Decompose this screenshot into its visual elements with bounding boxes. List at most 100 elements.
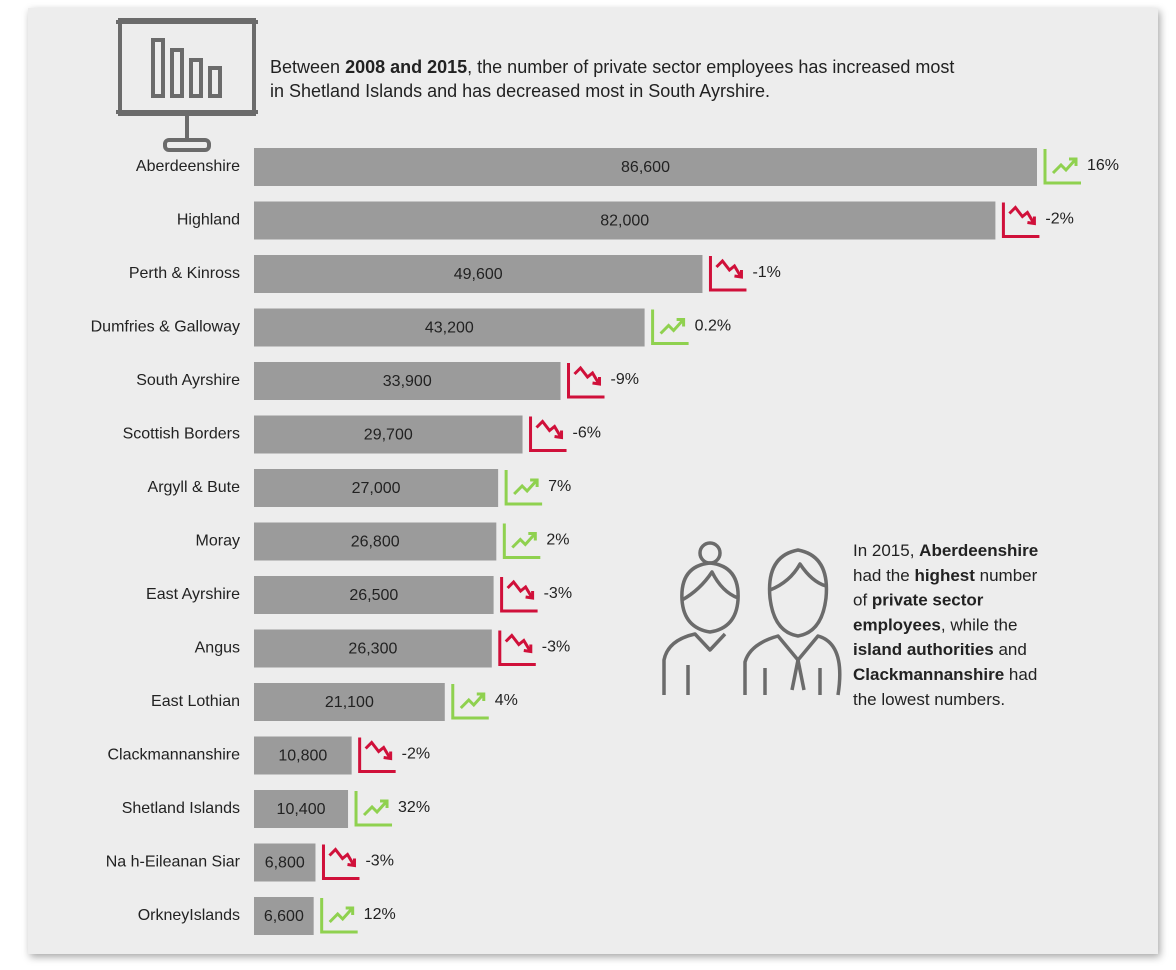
value-label: 26,800: [351, 534, 400, 551]
category-label: Dumfries & Galloway: [91, 319, 240, 336]
trend-axes: [529, 416, 567, 452]
change-label: -9%: [611, 371, 639, 388]
title-line: in Shetland Islands and has decreased mo…: [270, 81, 770, 101]
value-label: 6,600: [264, 908, 304, 925]
value-label: 10,400: [277, 801, 326, 818]
category-label: Moray: [196, 533, 240, 550]
bar: [254, 897, 314, 935]
value-label: 21,100: [325, 694, 374, 711]
trend-icon: [354, 791, 393, 827]
change-label: 2%: [546, 532, 569, 549]
trend-icon: [321, 844, 360, 880]
annotation-line-part: Clackmannanshire: [853, 665, 1004, 684]
change-label: 4%: [495, 692, 518, 709]
bar-chart: Aberdeenshire 86,600 16% Highland 82,000 -2% P…: [91, 148, 1119, 935]
annotation-line: employees, while the: [853, 616, 1017, 635]
trend-arrow: [525, 591, 535, 600]
annotation-line-part: , while the: [941, 616, 1018, 635]
trend-axes: [567, 363, 605, 399]
annotation-line-part: had the: [853, 566, 914, 585]
trend-arrow: [383, 751, 393, 761]
category-label: Clackmannanshire: [107, 747, 240, 764]
trend-arrow: [676, 318, 686, 327]
category-label: Na h-Eileanan Siar: [106, 854, 241, 871]
trend-arrow: [523, 644, 533, 654]
trend-line: [513, 479, 538, 496]
bar: [254, 790, 349, 828]
trend-line: [506, 579, 533, 598]
annotation-line-part: In 2015,: [853, 541, 919, 560]
bar: [254, 576, 494, 614]
change-label: 7%: [548, 478, 571, 495]
category-label: South Ayrshire: [136, 372, 240, 389]
bar: [254, 255, 703, 293]
trend-axes: [502, 523, 541, 559]
trend-line: [1008, 205, 1035, 224]
category-label: Aberdeenshire: [136, 158, 240, 175]
title-line-part: in Shetland Islands and has decreased mo…: [270, 81, 770, 101]
trend-axes: [354, 791, 393, 827]
trend-arrow: [554, 430, 564, 440]
bar: [254, 308, 645, 347]
value-label: 27,000: [352, 480, 401, 497]
annotation-line: the lowest numbers.: [853, 690, 1005, 709]
trend-axes: [498, 630, 536, 666]
trend-arrow: [1027, 216, 1036, 226]
value-label: 6,800: [265, 855, 305, 872]
bar: [254, 415, 523, 454]
trend-axes: [321, 844, 360, 880]
trend-arrow: [592, 377, 602, 386]
trend-icon: [708, 256, 747, 292]
trend-icon: [498, 630, 536, 666]
trend-arrow: [345, 906, 355, 915]
annotation-line-part: Aberdeenshire: [919, 541, 1038, 560]
change-label: -2%: [402, 746, 430, 763]
category-label: OrkneyIslands: [138, 907, 240, 924]
change-label: -1%: [752, 264, 780, 281]
trend-arrow: [1069, 157, 1078, 166]
trend-icon: [500, 577, 538, 613]
trend-icon: [1043, 149, 1081, 185]
trend-line: [364, 740, 391, 759]
annotation-line-part: the lowest numbers.: [853, 690, 1005, 709]
change-label: -2%: [1045, 211, 1073, 228]
trend-icon: [502, 523, 541, 559]
people-icon: [662, 541, 842, 696]
annotation-line-part: employees: [853, 616, 941, 635]
bar: [254, 148, 1037, 186]
value-label: 43,200: [425, 320, 474, 337]
trend-axes: [1043, 149, 1081, 185]
trend-line: [459, 693, 484, 710]
presentation-icon: [116, 18, 258, 152]
bar: [254, 629, 492, 668]
bar: [254, 522, 497, 561]
trend-line: [504, 633, 532, 652]
annotation-line: had the highest number: [853, 566, 1038, 585]
trend-line: [328, 907, 353, 924]
change-label: -3%: [365, 853, 393, 870]
trend-axes: [504, 470, 543, 506]
trend-icon: [529, 416, 567, 452]
category-label: East Lothian: [151, 693, 240, 710]
trend-axes: [451, 684, 489, 720]
title-line-part: , the number of private sector employees…: [467, 57, 954, 77]
annotation-line-part: had: [1004, 665, 1037, 684]
category-label: Scottish Borders: [123, 426, 240, 443]
change-label: -3%: [542, 639, 570, 656]
value-label: 29,700: [364, 427, 413, 444]
annotation-line-part: of: [853, 591, 872, 610]
change-label: 16%: [1087, 157, 1119, 174]
trend-icon: [358, 737, 396, 773]
trend-line: [511, 533, 536, 549]
trend-line: [535, 419, 562, 438]
trend-arrow: [528, 532, 537, 541]
trend-icon: [504, 470, 543, 506]
value-label: 86,600: [621, 159, 670, 176]
category-label: Perth & Kinross: [129, 265, 240, 282]
value-label: 49,600: [454, 266, 503, 283]
change-label: -3%: [544, 585, 572, 602]
change-label: -6%: [573, 425, 601, 442]
trend-line: [1051, 158, 1077, 175]
annotation-line: of private sector: [853, 591, 984, 610]
